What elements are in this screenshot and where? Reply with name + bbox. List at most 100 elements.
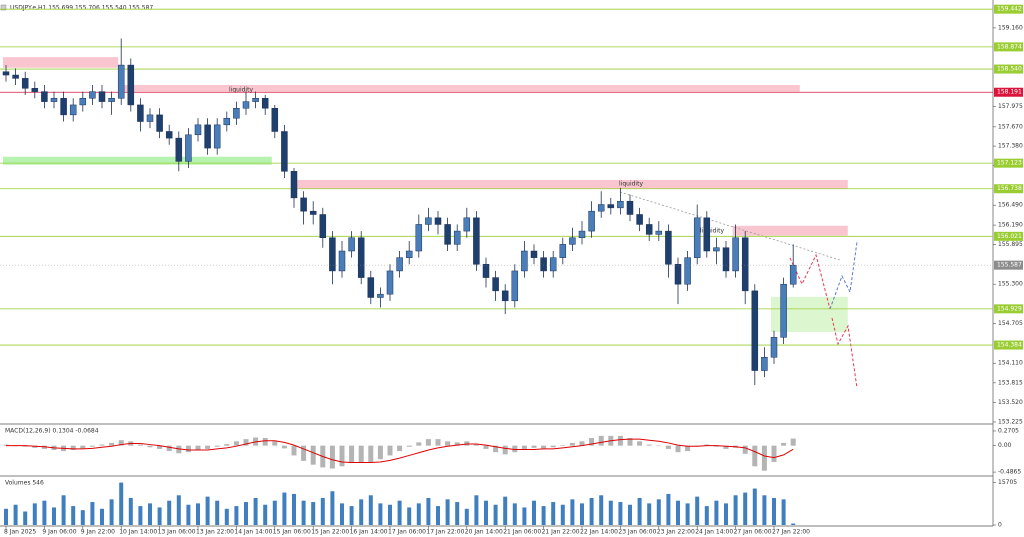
x-tick-label: 27 Jan 22:00 (772, 529, 810, 536)
candle-body (761, 357, 768, 371)
candle-body (89, 91, 96, 99)
candle-body (482, 264, 490, 278)
candle-body (444, 224, 451, 245)
macd-bar (425, 439, 431, 446)
y-tick-label: 155.895 (998, 241, 1023, 248)
candle-body (290, 171, 298, 199)
candle-body (693, 217, 701, 258)
level-label: 158.874 (997, 43, 1022, 50)
macd-bar (752, 445, 758, 467)
candle-body (117, 64, 125, 99)
macd-bar (656, 445, 662, 447)
volume-bar (167, 500, 172, 525)
candle-body (789, 264, 797, 285)
candle-body (271, 107, 279, 132)
candle-body (511, 270, 519, 302)
macd-bar (790, 438, 796, 446)
volume-bar (330, 491, 335, 525)
macd-title: MACD(12,26,9) 0.1304 -0.0684 (5, 428, 99, 435)
volume-bar (42, 500, 47, 525)
candle-body (501, 290, 509, 302)
level-label: 159.442 (997, 6, 1022, 13)
candle-body (137, 104, 144, 122)
candle-body (780, 283, 787, 338)
candle-body (12, 74, 19, 79)
level-box (994, 340, 1023, 350)
candle-body (175, 137, 183, 162)
volume-bar (234, 506, 239, 525)
macd-bar (349, 445, 355, 464)
y-tick-label: 154.705 (998, 320, 1023, 327)
candle-body (492, 277, 499, 292)
volume-bar (685, 503, 690, 525)
candle-body (156, 114, 163, 132)
macd-bar (598, 435, 604, 446)
volume-bar (733, 495, 738, 525)
candle-body (338, 250, 346, 272)
y-tick-label: 157.380 (998, 143, 1023, 150)
macd-bar (176, 445, 182, 454)
volume-bar (128, 497, 133, 525)
macd-bar (742, 445, 748, 454)
macd-bar (195, 445, 201, 450)
candle-body (348, 237, 355, 252)
last-price-box (994, 260, 1023, 270)
signal-line (6, 438, 794, 463)
candle-body (521, 250, 528, 272)
candle-body (588, 210, 595, 232)
volume-bar (368, 495, 373, 525)
annotation: liquidity (229, 87, 253, 94)
volume-bar (215, 500, 220, 525)
candle-body (194, 124, 202, 136)
x-tick-label: 15 Jan 06:00 (273, 529, 311, 536)
volume-bar (148, 503, 152, 525)
candle-body (165, 131, 173, 139)
candle-body (645, 224, 653, 235)
candle-body (540, 257, 547, 272)
volume-bar (416, 503, 421, 525)
candle-body (60, 98, 67, 116)
macd-bar (118, 440, 124, 446)
level-box (994, 4, 1023, 14)
x-tick-label: 15 Jan 22:00 (311, 529, 349, 536)
macd-bar (157, 445, 163, 449)
y-tick-label: 155.300 (998, 281, 1023, 288)
volume-bar (695, 496, 700, 525)
y-tick-label: 154.110 (998, 360, 1023, 367)
volume-bar (224, 508, 229, 525)
x-tick-label: 20 Jan 14:00 (465, 529, 503, 536)
x-tick-label: 17 Jan 06:00 (388, 529, 426, 536)
level-label: 156.738 (997, 185, 1022, 192)
candle-body (530, 250, 538, 258)
volume-bar (301, 500, 306, 525)
level-label: 157.123 (997, 160, 1022, 167)
candle-body (636, 214, 643, 225)
volume-bar (436, 506, 440, 525)
candle-body (569, 237, 576, 245)
candle-body (79, 98, 87, 106)
level-box (994, 231, 1023, 241)
volume-bar (359, 499, 364, 525)
x-tick-label: 9 Jan 22:00 (81, 529, 115, 536)
macd-bar (483, 445, 489, 449)
y-tick-label: 157.975 (998, 103, 1023, 110)
macd-bar (637, 441, 643, 446)
volume-bar (100, 508, 104, 525)
candle-body (703, 217, 711, 252)
candle-body (69, 104, 77, 116)
forecast-path (829, 241, 858, 310)
volume-bar (397, 500, 402, 525)
macd-bar (502, 445, 508, 455)
volume-bar (551, 502, 556, 525)
macd-bar (301, 445, 307, 461)
macd-bar (685, 445, 691, 452)
candle-body (31, 88, 39, 92)
macd-bar (272, 441, 278, 446)
candle-body (329, 237, 336, 272)
macd-bar (723, 445, 729, 449)
macd-bar (675, 445, 681, 453)
candle-body (204, 124, 211, 149)
macd-bar (387, 445, 393, 456)
